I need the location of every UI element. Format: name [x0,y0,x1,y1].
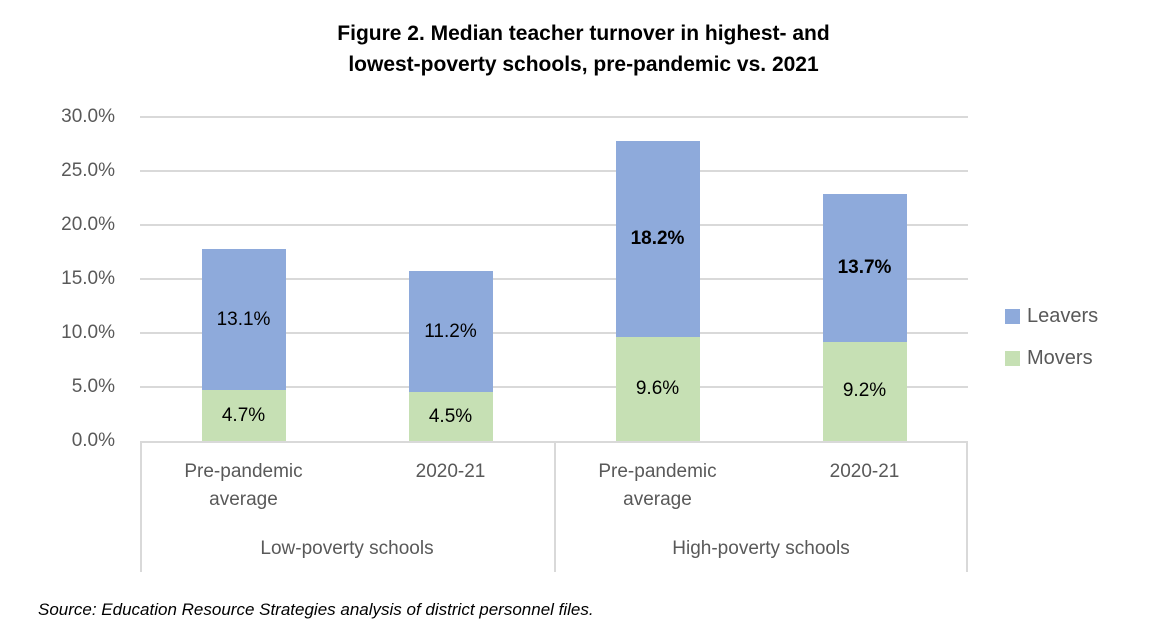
group-label: High-poverty schools [672,538,850,559]
legend-item-movers: Movers [1005,344,1098,372]
legend-swatch-icon [1005,350,1020,366]
y-tick-label: 15.0% [61,268,115,289]
category-label-text: 2020-21 [829,461,900,482]
legend-item-leavers: Leavers [1005,302,1098,330]
legend: Leavers Movers [1005,302,1098,386]
plot-area: 4.7% 13.1% 4.5% 11.2% 9.6% 18.2% 9.2% 13.7% [140,116,968,441]
category-label: 2020-21 [347,458,554,486]
data-label: 4.5% [428,405,473,427]
y-tick-label: 30.0% [61,106,115,127]
y-tick-label: 0.0% [71,430,115,451]
bar-segment-leavers [201,248,286,391]
group-label: Low-poverty schools [260,538,434,559]
bar-segment-leavers [822,193,907,342]
category-label: Pre-pandemic average [554,458,761,514]
chart-title: Figure 2. Median teacher turnover in hig… [0,18,1167,80]
axis-box-divider [140,443,142,572]
bar-segment-movers [201,390,286,441]
data-label: 18.2% [630,228,685,250]
category-label-text: 2020-21 [415,461,486,482]
data-label: 13.1% [216,308,271,330]
axis-box-divider [966,443,968,572]
gridline [140,116,968,118]
category-label-text: Pre-pandemic average [184,461,303,510]
category-label: Pre-pandemic average [140,458,347,514]
legend-label: Movers [1027,346,1093,369]
bar-segment-movers [615,337,700,441]
legend-swatch-icon [1005,308,1020,324]
bar-segment-movers [408,392,493,441]
chart-title-line-1: Figure 2. Median teacher turnover in hig… [337,22,830,45]
gridline [140,170,968,172]
gridline [140,278,968,280]
data-label: 11.2% [424,320,477,342]
gridline [140,332,968,334]
data-label: 9.6% [635,378,680,400]
chart-title-line-2: lowest-poverty schools, pre-pandemic vs.… [348,53,819,76]
axis-box-divider [554,443,556,572]
y-tick-label: 20.0% [61,214,115,235]
y-tick-label: 10.0% [61,322,115,343]
source-note: Source: Education Resource Strategies an… [38,600,594,619]
category-label-text: Pre-pandemic average [598,461,717,510]
gridline [140,386,968,388]
data-label: 13.7% [837,256,892,278]
bar-segment-leavers [615,140,700,338]
gridline [140,224,968,226]
x-axis: Pre-pandemic average 2020-21 Low-poverty s… [140,441,968,572]
legend-label: Leavers [1027,304,1099,327]
bar-segment-leavers [408,271,493,393]
category-label: 2020-21 [761,458,968,486]
y-tick-label: 5.0% [71,376,115,397]
y-tick-label: 25.0% [61,160,115,181]
bar-segment-movers [822,341,907,441]
data-label: 4.7% [221,404,266,426]
data-label: 9.2% [842,380,887,402]
